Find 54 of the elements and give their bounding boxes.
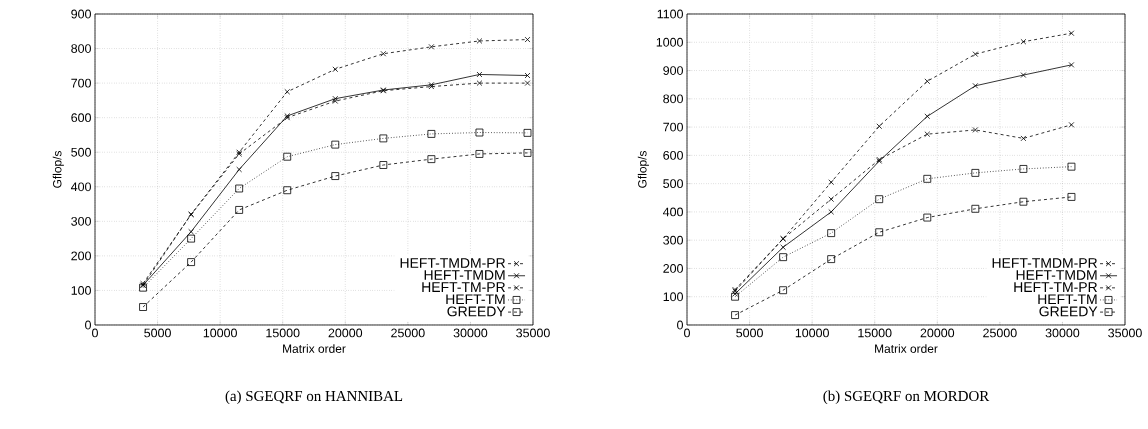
x-tick-label: 30000 [453,328,488,338]
legend-label: GREEDY [1039,306,1098,317]
y-tick-label: 100 [663,292,683,302]
y-tick-label: 300 [663,235,683,245]
y-tick-label: 500 [71,147,91,157]
y-tick-label: 200 [663,264,683,273]
legend-label: HEFT-TMDM-PR [400,258,505,268]
x-tick-label: 15000 [858,328,892,338]
x-tick-label: 30000 [1045,328,1080,338]
y-tick-label: 100 [71,286,91,295]
text: (b) SGEQRF on MORDOR [823,390,990,405]
y-tick-label: 700 [663,122,683,132]
x-tick-label: 10000 [795,328,829,338]
legend-label: GREEDY [447,306,506,317]
x-tick-label: 0 [92,328,98,338]
y-tick-label: 0 [85,320,91,330]
x-tick-label: 5000 [736,328,763,338]
x-tick-label: 5000 [144,328,171,338]
x-tick-label: 25000 [391,328,425,338]
x-axis-title: Matrix order [283,344,346,353]
x-axis-title: Matrix order [875,344,938,353]
y-tick-label: 1100 [657,9,683,19]
x-tick-label: 20000 [920,328,955,338]
x-tick-label: 25000 [983,328,1017,338]
legend-label: HEFT-TM-PR [422,282,505,292]
x-tick-label: 10000 [203,328,237,338]
x-tick-label: 35000 [1108,328,1142,338]
x-tick-label: 35000 [516,328,550,338]
y-tick-label: 1000 [656,37,683,47]
y-tick-label: 800 [663,94,683,104]
y-tick-label: 700 [71,78,91,88]
y-axis-title: Gflop/s [637,150,649,188]
y-tick-label: 900 [663,66,683,75]
y-tick-label: 600 [71,113,91,123]
y-tick-label: 300 [71,216,91,226]
text: (a) SGEQRF on HANNIBAL [225,390,403,405]
legend-label: HEFT-TM [446,294,505,304]
y-tick-label: 400 [662,207,683,217]
x-tick-label: 15000 [266,328,300,338]
x-tick-label: 0 [684,328,690,338]
y-tick-label: 800 [71,44,91,53]
y-tick-label: 400 [70,182,91,192]
y-tick-label: 500 [663,179,683,189]
legend-label: HEFT-TM [1038,294,1097,304]
x-tick-label: 20000 [328,328,363,338]
y-axis-title: Gflop/s [52,150,64,188]
y-tick-label: 0 [677,320,683,330]
legend-label: HEFT-TMDM [424,270,505,280]
y-tick-label: 900 [71,9,91,19]
legend-label: HEFT-TMDM-PR [992,258,1097,268]
legend-label: HEFT-TM-PR [1014,282,1097,292]
y-tick-label: 600 [663,150,683,160]
legend-label: HEFT-TMDM [1016,270,1097,280]
y-tick-label: 200 [71,251,91,261]
